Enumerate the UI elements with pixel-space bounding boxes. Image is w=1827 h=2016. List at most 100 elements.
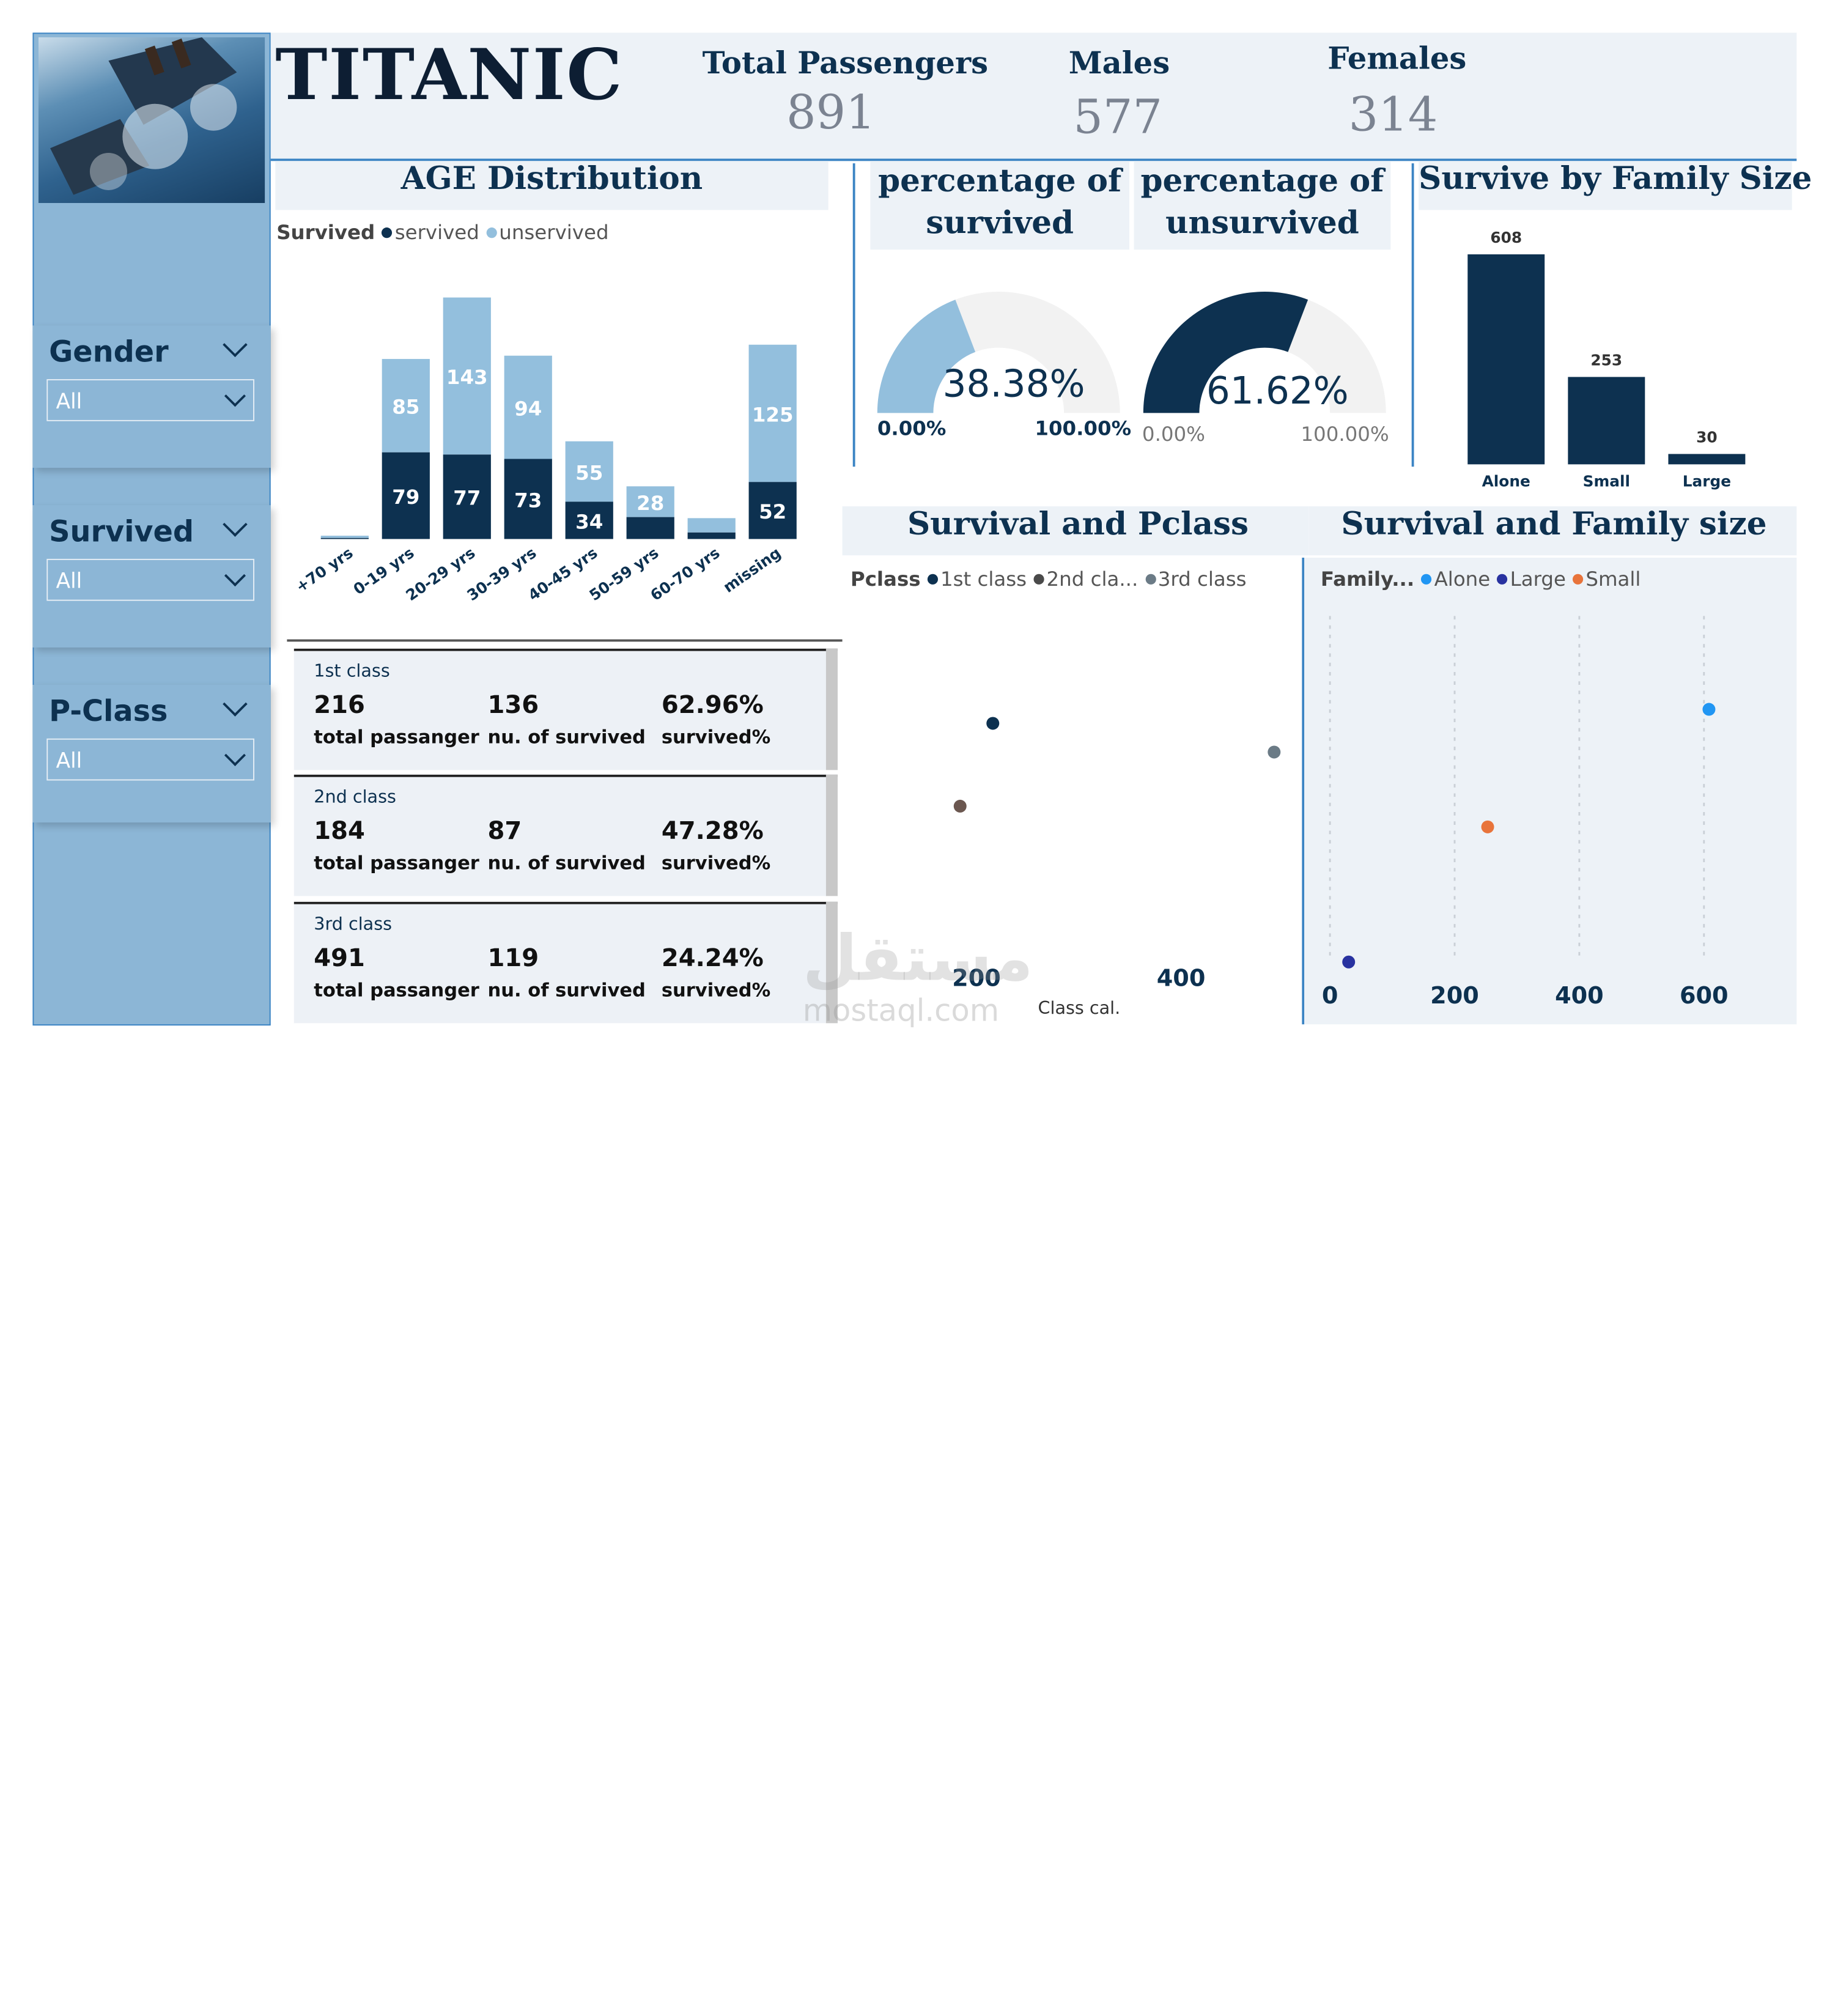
gauge-unsurvived-value: 61.62% — [1206, 368, 1349, 413]
kpi-males-value: 577 — [1073, 90, 1163, 145]
data-label: 77 — [453, 487, 481, 510]
scatter-point — [1268, 745, 1281, 759]
card-scrollbar[interactable] — [825, 901, 838, 1024]
age-legend: Survived servived unservived — [276, 222, 608, 245]
age-legend-item: unservived — [499, 221, 609, 245]
pclass-dropdown[interactable]: All — [46, 738, 254, 781]
data-label: 94 — [514, 397, 542, 420]
scatter-point — [1702, 703, 1716, 716]
family-panel-title: Survive by Family Size — [1419, 161, 1812, 198]
pclass-legend-title: Pclass — [850, 568, 921, 592]
chevron-down-icon[interactable] — [224, 385, 246, 407]
card-title: 3rd class — [314, 913, 393, 935]
survival-pclass-chart: 200 400 Class cal. — [952, 717, 1281, 1018]
cards-top-rule — [287, 639, 843, 642]
data-label: 608 — [1490, 229, 1522, 246]
card-pct: 47.28% — [661, 816, 764, 845]
scatter-point — [953, 799, 967, 813]
tick-label: 60-70 yrs — [647, 544, 723, 604]
chevron-down-icon[interactable] — [223, 332, 248, 358]
gauge-survived-min: 0.00% — [877, 418, 947, 441]
pclass-panel-title: Survival and Pclass — [907, 506, 1249, 543]
pclass-slicer-title: P-Class — [49, 694, 168, 728]
age-legend-title: Survived — [276, 221, 375, 245]
card-divider — [293, 648, 838, 651]
chevron-down-icon[interactable] — [224, 744, 246, 766]
bar-survived — [748, 482, 797, 539]
bar-unsurvived — [687, 518, 736, 533]
family-bar — [1467, 254, 1545, 465]
legend-dot-icon — [1573, 574, 1584, 585]
scatter-point — [1342, 955, 1356, 969]
card-total-label: total passanger — [314, 725, 479, 748]
class-card: 1st class 216 total passanger 136 nu. of sur… — [293, 648, 838, 770]
chevron-down-icon[interactable] — [224, 565, 246, 587]
ship-sinking-icon — [50, 37, 237, 195]
titanic-image — [38, 37, 265, 203]
gauge-unsurvived-min: 0.00% — [1142, 423, 1205, 447]
bar-survived — [687, 532, 736, 539]
gauge-unsurvived-title: percentage of unsurvived — [1134, 161, 1391, 245]
gauge-unsurvived-max: 100.00% — [1301, 423, 1389, 447]
survived-slicer[interactable]: Survived All — [32, 505, 271, 648]
card-scrollbar[interactable] — [825, 648, 838, 770]
class-card: 3rd class 491 total passanger 119 nu. of sur… — [293, 901, 838, 1024]
card-pct: 62.96% — [661, 690, 764, 719]
x-tick-label: 200 — [952, 964, 1001, 991]
kpi-females-value: 314 — [1348, 89, 1438, 142]
age-panel-title-bar — [275, 161, 829, 210]
card-survived-label: nu. of survived — [487, 851, 646, 874]
data-label: 30 — [1696, 428, 1718, 446]
pclass-dropdown-value: All — [56, 748, 83, 774]
gauge-unsurvived-title-line2: unsurvived — [1165, 205, 1359, 242]
gauge-survived — [877, 292, 1120, 413]
famsize-legend-item: Alone — [1434, 568, 1491, 592]
gauge-unsurvived — [1143, 292, 1386, 413]
bar-unsurvived — [565, 441, 613, 502]
page-title: TITANIC — [275, 35, 624, 117]
card-total-label: total passanger — [314, 978, 479, 1002]
kpi-females-label: Females — [1327, 42, 1467, 77]
card-total: 216 — [314, 690, 365, 719]
survived-dropdown[interactable]: All — [46, 558, 254, 601]
tick-label: Small — [1583, 473, 1630, 490]
data-label: 55 — [575, 461, 603, 484]
bar-survived — [382, 452, 430, 539]
tick-label: +70 yrs — [292, 544, 356, 596]
tick-label: missing — [720, 544, 784, 596]
data-label: 79 — [392, 486, 419, 509]
gauge-unsurvived-title-line1: percentage of — [1140, 163, 1384, 200]
kpi-total-value: 891 — [786, 86, 876, 140]
legend-dot-icon — [928, 574, 939, 585]
x-tick-label: 400 — [1157, 964, 1206, 991]
data-label: 34 — [575, 510, 603, 533]
card-divider — [293, 901, 838, 904]
family-bar — [1568, 377, 1645, 465]
bar-survived — [626, 517, 674, 539]
gauge-survived-value: 38.38% — [942, 361, 1085, 406]
card-scrollbar[interactable] — [825, 774, 838, 896]
gender-slicer[interactable]: Gender All — [32, 325, 271, 468]
pclass-slicer[interactable]: P-Class All — [32, 684, 271, 823]
gender-dropdown[interactable]: All — [46, 379, 254, 421]
card-pct: 24.24% — [661, 943, 764, 972]
header-bar — [270, 32, 1797, 161]
bar-survived — [320, 537, 369, 539]
data-label: 85 — [392, 396, 419, 419]
card-total-label: total passanger — [314, 851, 479, 874]
bar-survived — [443, 454, 491, 539]
tick-label: Large — [1683, 473, 1731, 490]
card-total: 491 — [314, 943, 365, 972]
gauge-survived-title-bar — [870, 161, 1129, 250]
scatter-point — [986, 717, 1000, 730]
chevron-down-icon[interactable] — [223, 692, 248, 717]
family-panel-title-bar — [1419, 161, 1792, 210]
data-label: 52 — [759, 500, 786, 523]
card-title: 1st class — [314, 660, 390, 682]
chevron-down-icon[interactable] — [223, 512, 248, 537]
bar-unsurvived — [504, 355, 552, 459]
gauge-survived-title-line2: survived — [926, 205, 1074, 242]
legend-dot-icon — [1033, 574, 1044, 585]
scatter-point — [1481, 820, 1494, 833]
